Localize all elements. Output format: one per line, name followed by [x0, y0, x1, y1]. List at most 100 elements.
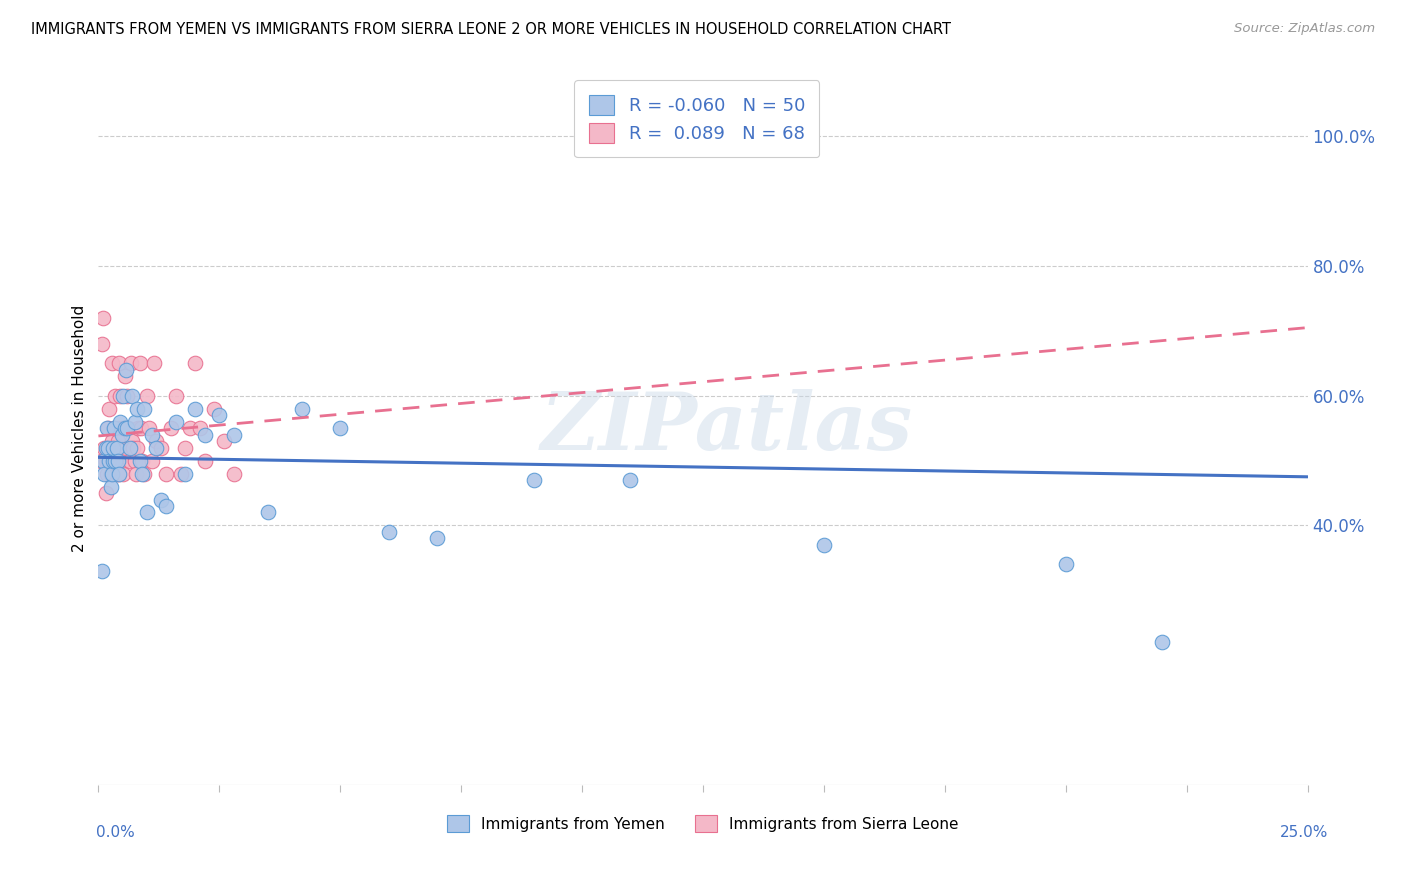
Point — [104, 441, 127, 455]
Point — [127, 421, 149, 435]
Point — [101, 441, 124, 455]
Point — [101, 453, 124, 467]
Point — [131, 453, 153, 467]
Point — [107, 421, 129, 435]
Point — [101, 453, 124, 467]
Point — [222, 467, 245, 481]
Point — [114, 421, 136, 435]
Point — [101, 467, 124, 481]
Point — [145, 441, 167, 455]
Point — [124, 415, 146, 429]
Point — [128, 356, 150, 370]
Text: ZIPatlas: ZIPatlas — [541, 390, 914, 467]
Point — [94, 453, 117, 467]
Point — [124, 453, 146, 467]
Point — [101, 441, 124, 455]
Point — [1054, 558, 1077, 572]
Point — [204, 401, 226, 416]
Point — [100, 479, 122, 493]
Point — [329, 421, 352, 435]
Point — [105, 467, 128, 481]
Point — [135, 389, 157, 403]
Point — [91, 336, 114, 351]
Point — [107, 356, 129, 370]
Point — [184, 356, 207, 370]
Point — [117, 421, 139, 435]
Point — [97, 441, 120, 455]
Point — [145, 434, 167, 449]
Point — [96, 441, 118, 455]
Point — [121, 389, 143, 403]
Point — [129, 421, 152, 435]
Point — [141, 453, 163, 467]
Point — [104, 453, 127, 467]
Legend: Immigrants from Yemen, Immigrants from Sierra Leone: Immigrants from Yemen, Immigrants from S… — [441, 809, 965, 838]
Point — [813, 538, 835, 552]
Point — [134, 401, 156, 416]
Point — [111, 427, 134, 442]
Point — [107, 467, 129, 481]
Point — [90, 453, 112, 467]
Point — [1152, 635, 1174, 649]
Point — [426, 532, 449, 546]
Point — [160, 421, 183, 435]
Point — [114, 369, 136, 384]
Point — [150, 441, 173, 455]
Point — [105, 453, 128, 467]
Point — [101, 434, 124, 449]
Point — [111, 389, 134, 403]
Point — [117, 389, 139, 403]
Point — [127, 441, 149, 455]
Point — [135, 506, 157, 520]
Point — [134, 467, 156, 481]
Point — [91, 310, 114, 325]
Point — [188, 421, 211, 435]
Point — [377, 524, 399, 539]
Text: IMMIGRANTS FROM YEMEN VS IMMIGRANTS FROM SIERRA LEONE 2 OR MORE VEHICLES IN HOUS: IMMIGRANTS FROM YEMEN VS IMMIGRANTS FROM… — [31, 22, 950, 37]
Point — [118, 453, 141, 467]
Point — [222, 427, 245, 442]
Point — [96, 421, 118, 435]
Point — [107, 434, 129, 449]
Point — [117, 421, 139, 435]
Point — [96, 467, 118, 481]
Text: Source: ZipAtlas.com: Source: ZipAtlas.com — [1234, 22, 1375, 36]
Point — [97, 453, 120, 467]
Point — [115, 363, 138, 377]
Point — [256, 506, 278, 520]
Point — [91, 564, 114, 578]
Point — [100, 467, 122, 481]
Point — [98, 441, 121, 455]
Point — [94, 441, 117, 455]
Point — [194, 453, 217, 467]
Y-axis label: 2 or more Vehicles in Household: 2 or more Vehicles in Household — [72, 304, 87, 552]
Point — [290, 401, 312, 416]
Point — [179, 421, 201, 435]
Point — [118, 441, 141, 455]
Point — [114, 421, 136, 435]
Point — [125, 467, 148, 481]
Point — [111, 421, 134, 435]
Point — [122, 441, 145, 455]
Point — [155, 467, 177, 481]
Point — [155, 499, 177, 513]
Point — [212, 434, 235, 449]
Point — [174, 441, 197, 455]
Point — [111, 467, 134, 481]
Point — [94, 486, 117, 500]
Point — [101, 467, 124, 481]
Point — [141, 427, 163, 442]
Point — [174, 467, 197, 481]
Point — [131, 467, 153, 481]
Point — [98, 453, 121, 467]
Point — [105, 441, 128, 455]
Point — [104, 389, 127, 403]
Point — [103, 421, 125, 435]
Point — [108, 441, 131, 455]
Point — [138, 421, 160, 435]
Point — [619, 473, 641, 487]
Point — [111, 453, 134, 467]
Point — [523, 473, 546, 487]
Point — [150, 492, 173, 507]
Text: 0.0%: 0.0% — [96, 825, 135, 840]
